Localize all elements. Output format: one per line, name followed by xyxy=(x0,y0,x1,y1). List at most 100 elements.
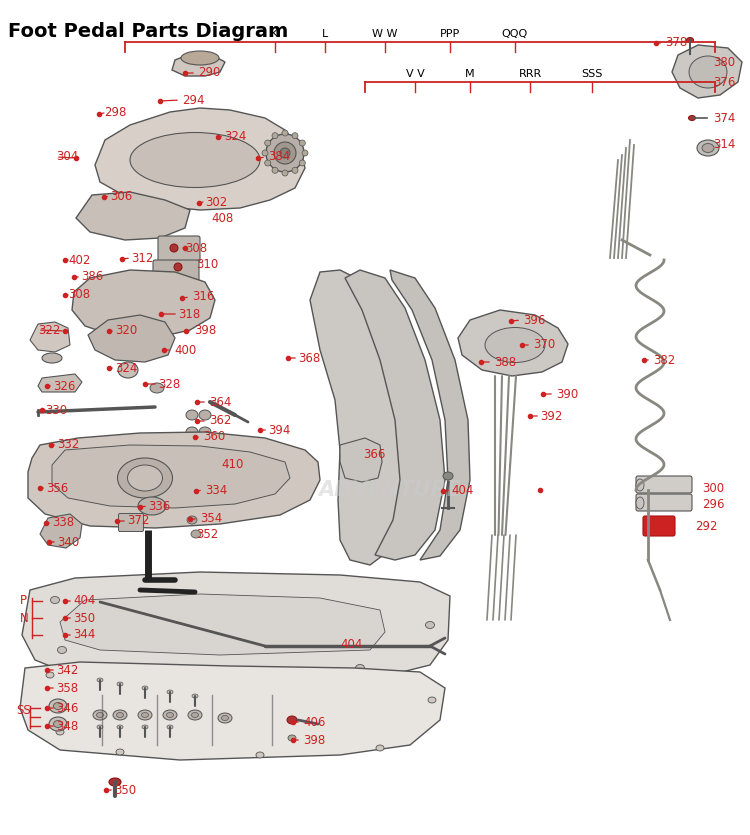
Text: 372: 372 xyxy=(127,514,149,528)
Text: 386: 386 xyxy=(81,271,104,284)
Ellipse shape xyxy=(50,596,59,604)
Ellipse shape xyxy=(262,150,268,156)
Text: 292: 292 xyxy=(695,520,718,534)
Polygon shape xyxy=(340,438,382,482)
Ellipse shape xyxy=(163,710,177,720)
Text: 338: 338 xyxy=(52,517,74,529)
Text: 334: 334 xyxy=(205,483,227,497)
Ellipse shape xyxy=(443,472,453,480)
Ellipse shape xyxy=(53,721,62,727)
Text: 296: 296 xyxy=(702,498,724,512)
Polygon shape xyxy=(38,374,82,392)
Ellipse shape xyxy=(702,144,714,153)
Ellipse shape xyxy=(128,465,163,491)
Text: RRR: RRR xyxy=(518,69,542,79)
Text: 290: 290 xyxy=(198,65,220,78)
Ellipse shape xyxy=(218,713,232,723)
Text: 302: 302 xyxy=(205,195,227,209)
Polygon shape xyxy=(310,270,420,565)
Ellipse shape xyxy=(199,427,211,437)
Ellipse shape xyxy=(166,712,173,717)
Text: 330: 330 xyxy=(45,403,68,417)
Ellipse shape xyxy=(97,712,104,717)
Text: 368: 368 xyxy=(298,352,320,365)
Text: 398: 398 xyxy=(194,325,216,337)
Text: 304: 304 xyxy=(56,150,78,164)
Text: 320: 320 xyxy=(115,325,137,337)
Ellipse shape xyxy=(265,140,271,146)
Text: 364: 364 xyxy=(209,396,231,408)
Text: N: N xyxy=(20,611,28,625)
Ellipse shape xyxy=(191,530,201,538)
Ellipse shape xyxy=(292,133,298,139)
Text: QQQ: QQQ xyxy=(502,29,528,39)
FancyBboxPatch shape xyxy=(153,260,199,286)
Ellipse shape xyxy=(425,621,434,629)
Ellipse shape xyxy=(299,140,305,146)
Ellipse shape xyxy=(150,383,164,393)
Text: 336: 336 xyxy=(148,499,170,513)
Text: 326: 326 xyxy=(53,379,75,392)
Ellipse shape xyxy=(109,778,121,786)
Polygon shape xyxy=(458,310,568,376)
Ellipse shape xyxy=(376,745,384,751)
Ellipse shape xyxy=(49,717,67,731)
Text: 324: 324 xyxy=(115,362,137,375)
Ellipse shape xyxy=(93,710,107,720)
Ellipse shape xyxy=(174,263,182,271)
Ellipse shape xyxy=(191,712,199,717)
Ellipse shape xyxy=(130,133,260,188)
Ellipse shape xyxy=(56,729,64,735)
Ellipse shape xyxy=(113,710,127,720)
Ellipse shape xyxy=(42,353,62,363)
FancyBboxPatch shape xyxy=(158,236,200,262)
Text: SS: SS xyxy=(16,704,31,716)
Text: ADVENTURE: ADVENTURE xyxy=(319,480,461,500)
Text: 348: 348 xyxy=(56,720,78,732)
Text: 376: 376 xyxy=(713,75,735,89)
Ellipse shape xyxy=(199,410,211,420)
Ellipse shape xyxy=(187,516,197,524)
Polygon shape xyxy=(95,108,305,210)
Text: 396: 396 xyxy=(523,313,545,326)
Polygon shape xyxy=(30,322,70,352)
Ellipse shape xyxy=(167,725,173,729)
FancyBboxPatch shape xyxy=(636,476,692,493)
Polygon shape xyxy=(52,445,290,508)
Text: V V: V V xyxy=(406,69,424,79)
Text: 402: 402 xyxy=(68,254,90,266)
Ellipse shape xyxy=(428,697,436,703)
Ellipse shape xyxy=(272,133,278,139)
Text: 298: 298 xyxy=(104,107,126,119)
Ellipse shape xyxy=(138,710,152,720)
Ellipse shape xyxy=(280,148,290,158)
Polygon shape xyxy=(40,514,82,548)
Ellipse shape xyxy=(138,497,166,515)
Ellipse shape xyxy=(188,710,202,720)
Ellipse shape xyxy=(186,427,198,437)
Text: 316: 316 xyxy=(192,291,214,303)
Text: 398: 398 xyxy=(303,733,326,746)
Ellipse shape xyxy=(265,160,271,166)
Text: 350: 350 xyxy=(114,783,136,797)
Ellipse shape xyxy=(287,716,297,724)
Text: 404: 404 xyxy=(340,639,362,651)
Ellipse shape xyxy=(53,702,62,710)
Text: 322: 322 xyxy=(38,323,60,337)
Ellipse shape xyxy=(302,150,308,156)
Ellipse shape xyxy=(116,749,124,755)
Ellipse shape xyxy=(97,678,103,682)
Text: 308: 308 xyxy=(68,289,90,301)
Text: 382: 382 xyxy=(653,353,675,367)
Ellipse shape xyxy=(292,167,298,174)
Ellipse shape xyxy=(170,244,178,252)
Ellipse shape xyxy=(636,497,644,509)
Ellipse shape xyxy=(181,51,219,65)
Text: 404: 404 xyxy=(451,483,473,497)
Text: 406: 406 xyxy=(303,716,326,728)
Ellipse shape xyxy=(142,712,148,717)
Polygon shape xyxy=(20,662,445,760)
Ellipse shape xyxy=(142,686,148,690)
Ellipse shape xyxy=(192,694,198,698)
Ellipse shape xyxy=(636,479,644,491)
